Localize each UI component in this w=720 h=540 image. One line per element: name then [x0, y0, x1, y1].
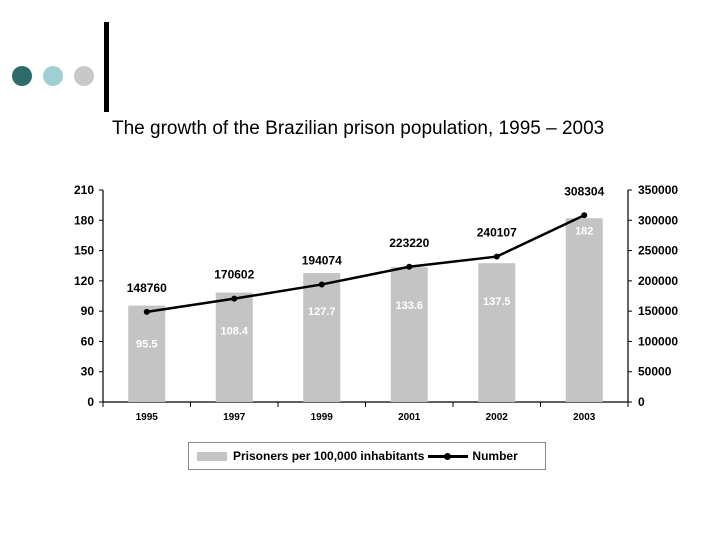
x-tick-label: 1999 — [311, 412, 334, 423]
bar-value-label: 133.6 — [395, 300, 423, 312]
bar-value-label: 95.5 — [136, 339, 157, 351]
bar-value-label: 127.7 — [308, 306, 336, 318]
number-point — [318, 281, 325, 288]
y-right-tick-label: 200000 — [638, 274, 678, 288]
y-right-tick-label: 50000 — [638, 365, 672, 379]
y-left-tick-label: 210 — [74, 183, 94, 197]
y-right-tick-label: 250000 — [638, 244, 678, 258]
y-right-tick-label: 350000 — [638, 183, 678, 197]
bar — [478, 263, 516, 402]
legend-line-swatch — [428, 452, 469, 460]
dot-light — [43, 66, 63, 86]
number-value-label: 240107 — [477, 226, 517, 240]
bar — [303, 273, 341, 402]
y-left-tick-label: 60 — [81, 334, 95, 348]
bar — [565, 218, 603, 402]
y-right-tick-label: 0 — [638, 395, 645, 409]
legend-bar-swatch — [197, 451, 227, 461]
x-tick-label: 2003 — [573, 412, 596, 423]
number-point — [581, 212, 588, 219]
decorative-dots — [12, 66, 94, 86]
number-point — [143, 308, 150, 315]
legend-line-label: Number — [472, 449, 518, 463]
x-tick-label: 1995 — [136, 412, 159, 423]
number-point — [493, 253, 500, 260]
number-value-label: 170602 — [214, 268, 254, 282]
dot-dark — [12, 66, 32, 86]
y-right-tick-label: 100000 — [638, 334, 678, 348]
chart-title: The growth of the Brazilian prison popul… — [112, 118, 605, 139]
y-left-tick-label: 180 — [74, 213, 94, 227]
bar-value-label: 108.4 — [220, 326, 248, 338]
y-left-tick-label: 150 — [74, 244, 94, 258]
legend: Prisoners per 100,000 inhabitants Number — [188, 442, 546, 470]
number-point — [231, 295, 238, 302]
x-tick-label: 2001 — [398, 412, 421, 423]
y-left-tick-label: 120 — [74, 274, 94, 288]
number-value-label: 308304 — [564, 184, 604, 198]
dot-grey — [74, 66, 94, 86]
number-value-label: 194074 — [302, 253, 342, 267]
number-value-label: 148760 — [127, 281, 167, 295]
number-value-label: 223220 — [389, 236, 429, 250]
bar-value-label: 182 — [575, 225, 593, 237]
y-left-tick-label: 90 — [81, 304, 95, 318]
number-point — [406, 263, 413, 270]
bar — [128, 305, 166, 402]
y-right-tick-label: 150000 — [638, 304, 678, 318]
x-tick-label: 1997 — [223, 412, 246, 423]
legend-bar-label: Prisoners per 100,000 inhabitants — [233, 449, 425, 463]
y-right-tick-label: 300000 — [638, 213, 678, 227]
x-tick-label: 2002 — [486, 412, 509, 423]
number-line — [146, 214, 585, 314]
y-left-tick-label: 0 — [87, 395, 94, 409]
title-accent-bar — [104, 22, 109, 112]
bar-value-label: 137.5 — [483, 296, 511, 308]
bar — [215, 292, 253, 402]
y-left-tick-label: 30 — [81, 365, 95, 379]
bar — [390, 267, 428, 402]
